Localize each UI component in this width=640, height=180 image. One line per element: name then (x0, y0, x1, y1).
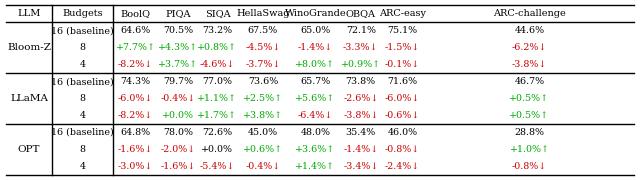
Text: +0.0%: +0.0% (162, 111, 194, 120)
Text: -5.4%↓: -5.4%↓ (200, 162, 235, 171)
Text: 8: 8 (79, 94, 85, 103)
Text: -4.5%↓: -4.5%↓ (245, 43, 280, 52)
Text: -3.8%↓: -3.8%↓ (343, 111, 378, 120)
Text: LLaMA: LLaMA (10, 94, 48, 103)
Text: 77.0%: 77.0% (202, 77, 232, 86)
Text: +1.0%↑: +1.0%↑ (509, 145, 550, 154)
Text: +0.5%↑: +0.5%↑ (509, 111, 550, 120)
Text: 8: 8 (79, 43, 85, 52)
Text: ARC-challenge: ARC-challenge (493, 9, 566, 18)
Text: 64.8%: 64.8% (120, 128, 150, 137)
Text: 71.6%: 71.6% (387, 77, 417, 86)
Text: +8.0%↑: +8.0%↑ (295, 60, 335, 69)
Text: +3.8%↑: +3.8%↑ (243, 111, 283, 120)
Text: -0.1%↓: -0.1%↓ (385, 60, 420, 69)
Text: +1.7%↑: +1.7%↑ (198, 111, 237, 120)
Text: 65.0%: 65.0% (300, 26, 330, 35)
Text: 67.5%: 67.5% (248, 26, 278, 35)
Text: +0.0%: +0.0% (202, 145, 234, 154)
Text: +3.6%↑: +3.6%↑ (295, 145, 335, 154)
Text: 4: 4 (79, 111, 85, 120)
Text: -3.7%↓: -3.7%↓ (245, 60, 280, 69)
Text: OBQA: OBQA (346, 9, 376, 18)
Text: -0.4%↓: -0.4%↓ (160, 94, 196, 103)
Text: 8: 8 (79, 145, 85, 154)
Text: +4.3%↑: +4.3%↑ (158, 43, 198, 52)
Text: 45.0%: 45.0% (248, 128, 278, 137)
Text: 28.8%: 28.8% (515, 128, 545, 137)
Text: +5.6%↑: +5.6%↑ (295, 94, 335, 103)
Text: -3.8%↓: -3.8%↓ (512, 60, 547, 69)
Text: +1.4%↑: +1.4%↑ (295, 162, 335, 171)
Text: 70.5%: 70.5% (163, 26, 193, 35)
Text: -1.4%↓: -1.4%↓ (298, 43, 333, 52)
Text: -6.0%↓: -6.0%↓ (118, 94, 154, 103)
Text: 4: 4 (79, 162, 85, 171)
Text: +0.8%↑: +0.8%↑ (198, 43, 237, 52)
Text: 73.2%: 73.2% (202, 26, 232, 35)
Text: 65.7%: 65.7% (300, 77, 330, 86)
Text: +3.7%↑: +3.7%↑ (158, 60, 198, 69)
Text: 46.0%: 46.0% (387, 128, 417, 137)
Text: 75.1%: 75.1% (387, 26, 417, 35)
Text: LLM: LLM (17, 9, 41, 18)
Text: -1.6%↓: -1.6%↓ (118, 145, 154, 154)
Text: +0.9%↑: +0.9%↑ (340, 60, 381, 69)
Text: -6.4%↓: -6.4%↓ (298, 111, 333, 120)
Text: 73.8%: 73.8% (346, 77, 376, 86)
Text: +0.6%↑: +0.6%↑ (243, 145, 283, 154)
Text: Bloom-Z: Bloom-Z (7, 43, 51, 52)
Text: 79.7%: 79.7% (163, 77, 193, 86)
Text: 46.7%: 46.7% (515, 77, 545, 86)
Text: 74.3%: 74.3% (120, 77, 150, 86)
Text: 48.0%: 48.0% (300, 128, 330, 137)
Text: 44.6%: 44.6% (515, 26, 545, 35)
Text: -0.8%↓: -0.8%↓ (385, 145, 420, 154)
Text: -1.6%↓: -1.6%↓ (160, 162, 196, 171)
Text: -2.0%↓: -2.0%↓ (160, 145, 196, 154)
Text: PIQA: PIQA (165, 9, 191, 18)
Text: Budgets: Budgets (62, 9, 102, 18)
Text: -3.0%↓: -3.0%↓ (118, 162, 154, 171)
Text: 16 (baseline): 16 (baseline) (51, 26, 114, 35)
Text: +1.1%↑: +1.1%↑ (198, 94, 237, 103)
Text: 35.4%: 35.4% (346, 128, 376, 137)
Text: -8.2%↓: -8.2%↓ (118, 60, 153, 69)
Text: 72.1%: 72.1% (346, 26, 376, 35)
Text: 4: 4 (79, 60, 85, 69)
Text: -1.5%↓: -1.5%↓ (385, 43, 420, 52)
Text: +0.5%↑: +0.5%↑ (509, 94, 550, 103)
Text: -8.2%↓: -8.2%↓ (118, 111, 153, 120)
Text: -0.8%↓: -0.8%↓ (512, 162, 547, 171)
Text: -6.2%↓: -6.2%↓ (512, 43, 547, 52)
Text: 73.6%: 73.6% (248, 77, 278, 86)
Text: -4.6%↓: -4.6%↓ (200, 60, 235, 69)
Text: 78.0%: 78.0% (163, 128, 193, 137)
Text: HellaSwag: HellaSwag (236, 9, 290, 18)
Text: -6.0%↓: -6.0%↓ (385, 94, 420, 103)
Text: -2.6%↓: -2.6%↓ (343, 94, 378, 103)
Text: 72.6%: 72.6% (202, 128, 232, 137)
Text: SIQA: SIQA (205, 9, 230, 18)
Text: OPT: OPT (18, 145, 40, 154)
Text: -3.3%↓: -3.3%↓ (343, 43, 378, 52)
Text: 16 (baseline): 16 (baseline) (51, 128, 114, 137)
Text: ARC-easy: ARC-easy (379, 9, 426, 18)
Text: BoolQ: BoolQ (120, 9, 150, 18)
Text: -2.4%↓: -2.4%↓ (385, 162, 420, 171)
Text: +2.5%↑: +2.5%↑ (243, 94, 283, 103)
Text: 16 (baseline): 16 (baseline) (51, 77, 114, 86)
Text: -0.6%↓: -0.6%↓ (385, 111, 420, 120)
Text: 64.6%: 64.6% (120, 26, 151, 35)
Text: -0.4%↓: -0.4%↓ (245, 162, 280, 171)
Text: -1.4%↓: -1.4%↓ (343, 145, 378, 154)
Text: WinoGrande: WinoGrande (285, 9, 346, 18)
Text: -3.4%↓: -3.4%↓ (343, 162, 378, 171)
Text: +7.7%↑: +7.7%↑ (116, 43, 156, 52)
